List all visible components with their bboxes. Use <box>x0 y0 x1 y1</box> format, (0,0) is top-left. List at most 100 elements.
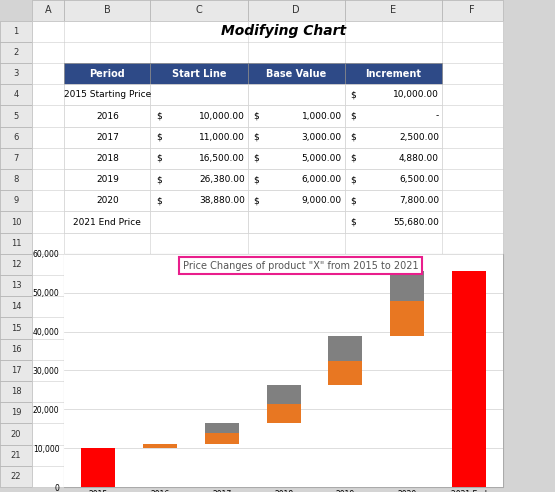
Text: $: $ <box>253 175 259 184</box>
Text: $: $ <box>350 91 356 99</box>
Text: Modifying Chart: Modifying Chart <box>221 24 346 38</box>
Text: Increment: Increment <box>365 69 421 79</box>
Text: 2017: 2017 <box>96 133 119 142</box>
Bar <box>150 169 248 190</box>
Text: $: $ <box>156 196 162 205</box>
Text: 17: 17 <box>11 366 22 375</box>
Text: 11,000.00: 11,000.00 <box>199 133 245 142</box>
Bar <box>82 448 115 487</box>
Text: $: $ <box>350 175 356 184</box>
Text: 11: 11 <box>11 239 21 248</box>
Bar <box>64 105 150 126</box>
Text: 6: 6 <box>13 133 19 142</box>
Bar <box>143 448 177 487</box>
Text: 2019: 2019 <box>96 175 119 184</box>
Bar <box>205 432 239 444</box>
Text: Price Changes of product "X" from 2015 to 2021: Price Changes of product "X" from 2015 t… <box>183 261 418 271</box>
Bar <box>390 336 424 487</box>
Text: 16,500.00: 16,500.00 <box>199 154 245 163</box>
Text: $: $ <box>350 133 356 142</box>
Bar <box>0 148 32 169</box>
Bar <box>345 105 442 126</box>
Bar <box>345 84 442 105</box>
Text: Start Line: Start Line <box>171 69 226 79</box>
Text: 18: 18 <box>11 387 22 396</box>
Text: A: A <box>45 5 52 15</box>
Bar <box>452 271 486 487</box>
Text: 8: 8 <box>13 175 19 184</box>
Bar <box>0 317 32 338</box>
Bar <box>0 338 32 360</box>
Text: 1,000.00: 1,000.00 <box>302 112 342 121</box>
Text: 3,000.00: 3,000.00 <box>302 133 342 142</box>
Bar <box>64 84 150 105</box>
Text: $: $ <box>350 196 356 205</box>
Bar <box>390 301 424 336</box>
Text: 10,000.00: 10,000.00 <box>199 112 245 121</box>
Bar <box>150 63 248 84</box>
Bar <box>266 423 301 487</box>
Text: $: $ <box>253 112 259 121</box>
Text: $: $ <box>156 175 162 184</box>
Text: 55,680.00: 55,680.00 <box>393 217 439 227</box>
Text: 13: 13 <box>11 281 22 290</box>
Bar <box>64 190 150 212</box>
Bar <box>0 402 32 424</box>
Bar <box>248 169 345 190</box>
Bar <box>150 126 248 148</box>
Bar <box>248 63 345 84</box>
Text: $: $ <box>350 154 356 163</box>
Text: B: B <box>104 5 111 15</box>
Text: $: $ <box>156 133 162 142</box>
Text: -: - <box>436 112 439 121</box>
Bar <box>390 271 424 301</box>
Text: 6,000.00: 6,000.00 <box>302 175 342 184</box>
Bar <box>150 84 248 105</box>
Bar <box>0 42 32 63</box>
Text: 19: 19 <box>11 408 21 417</box>
Bar <box>64 254 503 487</box>
Bar <box>0 233 32 254</box>
Text: 12: 12 <box>11 260 21 269</box>
Text: 22: 22 <box>11 472 21 481</box>
Text: 2016: 2016 <box>96 112 119 121</box>
Text: 10: 10 <box>11 217 21 227</box>
Bar <box>345 212 442 233</box>
Bar <box>0 169 32 190</box>
Text: $: $ <box>350 217 356 227</box>
Bar <box>150 190 248 212</box>
Bar <box>64 169 150 190</box>
Bar <box>0 254 32 275</box>
Bar <box>442 0 503 21</box>
Text: F: F <box>470 5 475 15</box>
Text: 7: 7 <box>13 154 19 163</box>
Text: $: $ <box>253 196 259 205</box>
Text: 38,880.00: 38,880.00 <box>199 196 245 205</box>
Text: 3: 3 <box>13 69 19 78</box>
Text: 15: 15 <box>11 324 21 333</box>
Bar <box>64 0 150 21</box>
Bar <box>345 0 442 21</box>
Text: 26,380.00: 26,380.00 <box>199 175 245 184</box>
Bar <box>205 423 239 432</box>
Bar <box>150 105 248 126</box>
Text: D: D <box>292 5 300 15</box>
Bar <box>32 21 503 487</box>
Bar <box>0 21 32 42</box>
Text: $: $ <box>350 112 356 121</box>
Text: 7,800.00: 7,800.00 <box>399 196 439 205</box>
Bar <box>345 126 442 148</box>
Bar <box>205 444 239 487</box>
Bar <box>0 296 32 317</box>
Text: E: E <box>390 5 396 15</box>
Bar <box>0 360 32 381</box>
Bar <box>248 212 345 233</box>
Text: 9: 9 <box>13 196 19 205</box>
Text: 2: 2 <box>13 48 19 57</box>
Text: 1: 1 <box>13 27 19 36</box>
Bar <box>150 148 248 169</box>
Text: Period: Period <box>89 69 125 79</box>
Bar <box>345 169 442 190</box>
Bar <box>248 148 345 169</box>
Bar <box>0 190 32 212</box>
